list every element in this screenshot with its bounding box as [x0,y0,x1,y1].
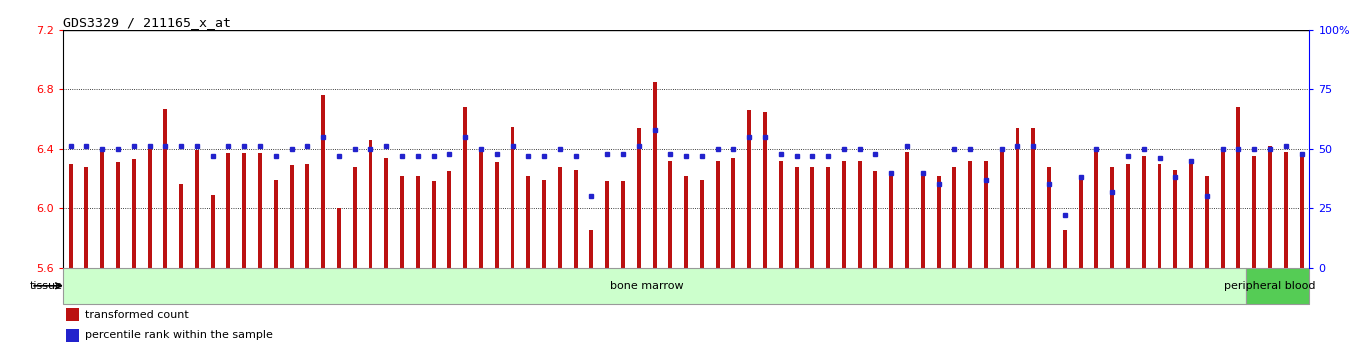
Bar [1031,128,1035,268]
Bar [527,176,531,268]
Bar [431,182,435,268]
Bar [795,167,798,268]
Bar [100,150,104,268]
Bar [1063,230,1067,268]
Bar [416,176,420,268]
Bar [1300,152,1304,268]
Bar [1110,167,1114,268]
Bar [858,161,862,268]
Text: tissue: tissue [30,281,63,291]
Bar [1079,176,1083,268]
Bar [226,153,231,268]
Bar [937,176,941,268]
Bar [1252,156,1256,268]
Bar [164,109,168,268]
Bar [68,164,72,268]
Bar [921,176,925,268]
Bar [621,182,625,268]
Bar [1204,176,1209,268]
Bar [210,195,214,268]
Bar [906,152,908,268]
Bar [1142,156,1146,268]
Bar [368,140,372,268]
Bar [1247,268,1309,304]
Bar [700,180,704,268]
Bar [116,162,120,268]
Bar [132,159,136,268]
Bar [243,153,246,268]
Bar [889,176,893,268]
Bar [589,230,593,268]
Bar [195,150,199,268]
Bar [779,161,783,268]
Bar [321,95,325,268]
Text: transformed count: transformed count [85,310,190,320]
Bar [385,158,389,268]
Bar [716,161,720,268]
Bar [873,171,877,268]
Text: peripheral blood: peripheral blood [1225,281,1316,291]
Bar [762,112,767,268]
Bar [1048,167,1052,268]
Text: GDS3329 / 211165_x_at: GDS3329 / 211165_x_at [63,16,231,29]
Bar [1269,146,1273,268]
Bar [747,110,752,268]
Bar [400,176,404,268]
Bar [510,126,514,268]
Bar [1127,164,1129,268]
Bar [147,146,151,268]
Bar [67,308,79,321]
Text: bone marrow: bone marrow [610,281,683,291]
Bar [274,180,278,268]
Bar [1284,152,1288,268]
Bar [495,162,499,268]
Bar [1189,164,1194,268]
Bar [810,167,814,268]
Bar [952,167,956,268]
Bar [558,167,562,268]
Bar [306,164,310,268]
Bar [464,107,466,268]
Text: percentile rank within the sample: percentile rank within the sample [85,330,273,340]
Bar [668,161,672,268]
Bar [652,82,656,268]
Bar [179,184,183,268]
Bar [685,176,687,268]
Bar [542,180,546,268]
Bar [968,161,973,268]
Bar [827,167,831,268]
Bar [67,329,79,342]
Bar [1158,164,1162,268]
Bar [1094,149,1098,268]
Bar [447,171,451,268]
Bar [606,182,610,268]
Bar [1000,152,1004,268]
Bar [1221,152,1225,268]
Bar [353,167,356,268]
Bar [337,208,341,268]
Bar [1173,170,1177,268]
Bar [1016,128,1019,268]
Bar [731,158,735,268]
Bar [983,161,988,268]
Bar [842,161,846,268]
Bar [289,165,293,268]
Bar [258,153,262,268]
Bar [637,128,641,268]
Bar [574,170,577,268]
Bar [85,167,89,268]
Bar [1236,107,1240,268]
Bar [479,149,483,268]
